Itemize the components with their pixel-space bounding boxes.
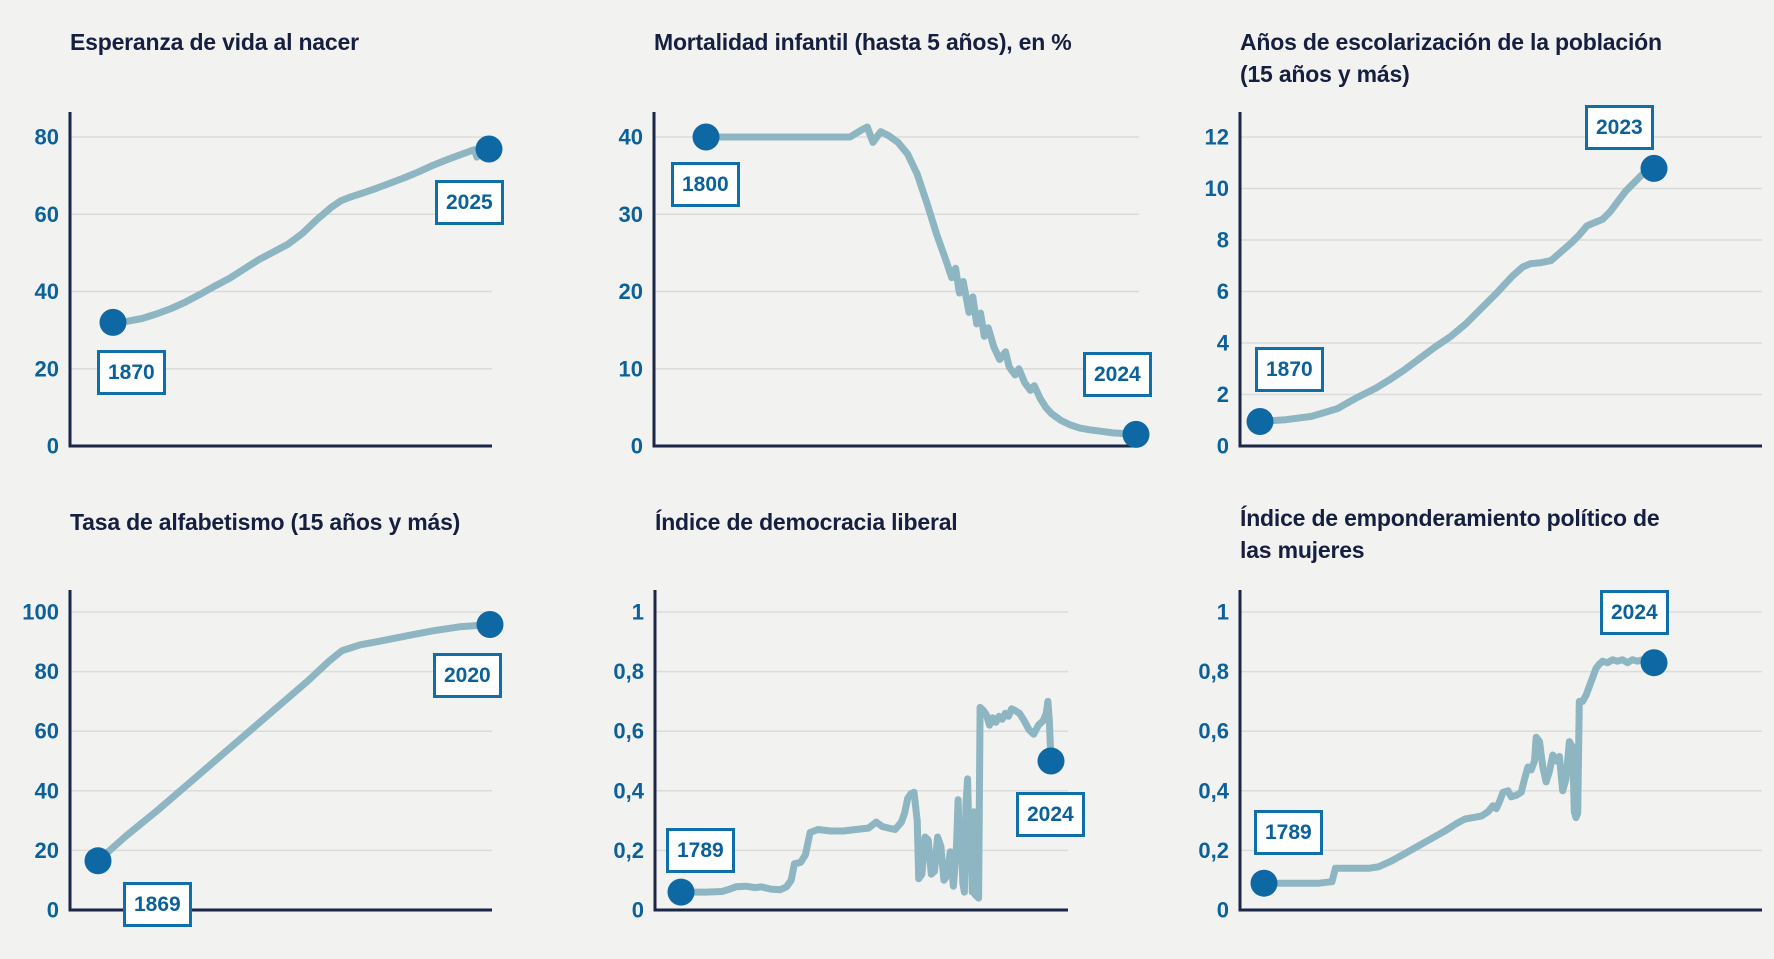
y-tick-label: 60 bbox=[35, 719, 59, 744]
end-dot bbox=[1640, 154, 1668, 182]
y-tick-label: 60 bbox=[35, 202, 59, 227]
chart-title-line2: las mujeres bbox=[1240, 537, 1365, 563]
y-tick-label: 20 bbox=[35, 356, 59, 381]
chart-title-line1: Esperanza de vida al nacer bbox=[70, 29, 359, 55]
chart-title: Mortalidad infantil (hasta 5 años), en % bbox=[654, 26, 1072, 58]
axis-line bbox=[68, 112, 492, 448]
y-tick-label: 12 bbox=[1205, 125, 1229, 150]
data-line bbox=[109, 145, 493, 326]
chart-life-expectancy: 80 60 40 20 0 Esperanza de vida al nacer 187… bbox=[0, 0, 592, 479]
chart-schooling-years: 12 10 8 6 4 2 0 Años de escolarización de la p… bbox=[1182, 0, 1774, 479]
y-tick-label: 0,8 bbox=[613, 659, 644, 684]
start-dot bbox=[667, 878, 695, 906]
y-tick-label: 0 bbox=[47, 434, 59, 459]
y-tick-label: 0 bbox=[1217, 434, 1229, 459]
y-tick-label: 0,4 bbox=[613, 778, 644, 803]
year-label-start: 1800 bbox=[671, 162, 740, 207]
y-tick-label: 0,4 bbox=[1198, 778, 1229, 803]
start-dot bbox=[1246, 408, 1274, 435]
y-tick-label: 30 bbox=[619, 202, 643, 227]
axis-line bbox=[652, 112, 1139, 448]
y-tick-label: 0 bbox=[632, 898, 644, 923]
end-dot bbox=[1122, 420, 1150, 448]
y-tick-label: 20 bbox=[619, 279, 643, 304]
start-dot bbox=[1250, 869, 1278, 897]
y-tick-label: 10 bbox=[1205, 176, 1229, 201]
start-dot bbox=[84, 847, 112, 875]
y-tick-label: 100 bbox=[22, 600, 59, 625]
chart-title: Tasa de alfabetismo (15 años y más) bbox=[70, 506, 460, 538]
plot-svg: 100 80 60 40 20 0 bbox=[22, 590, 504, 923]
year-label-end: 2024 bbox=[1083, 352, 1152, 397]
year-label-end: 2024 bbox=[1016, 792, 1085, 837]
chart-liberal-democracy-index: 1 0,8 0,6 0,4 0,2 0 Índice de democracia libe… bbox=[591, 480, 1183, 959]
year-label-end: 2024 bbox=[1600, 590, 1669, 635]
chart-title: Índice de democracia liberal bbox=[655, 506, 958, 538]
data-line bbox=[1260, 656, 1658, 887]
y-tick-label: 20 bbox=[35, 838, 59, 863]
plot-svg: 1 0,8 0,6 0,4 0,2 0 bbox=[613, 590, 1068, 923]
year-label-end: 2023 bbox=[1585, 105, 1654, 150]
plot-svg: 40 30 20 10 0 bbox=[619, 112, 1150, 459]
y-tick-label: 8 bbox=[1217, 228, 1229, 253]
data-line bbox=[677, 697, 1055, 902]
y-tick-label: 1 bbox=[632, 600, 644, 625]
start-dot bbox=[692, 123, 720, 151]
chart-title-line1: Mortalidad infantil (hasta 5 años), en % bbox=[654, 29, 1072, 55]
start-dot bbox=[99, 308, 127, 336]
data-line bbox=[94, 621, 494, 865]
y-tick-label: 0,8 bbox=[1198, 659, 1229, 684]
chart-title: Años de escolarización de la población (… bbox=[1240, 26, 1662, 90]
end-dot bbox=[476, 611, 504, 638]
data-line bbox=[702, 123, 1140, 438]
chart-title-line1: Tasa de alfabetismo (15 años y más) bbox=[70, 509, 461, 535]
year-label-end: 2020 bbox=[433, 653, 502, 698]
y-tick-label: 80 bbox=[35, 659, 59, 684]
end-dot bbox=[1037, 747, 1065, 775]
y-tick-label: 0 bbox=[1217, 898, 1229, 923]
axis-line bbox=[1238, 590, 1762, 912]
y-tick-label: 0,6 bbox=[613, 719, 644, 744]
year-label-start: 1789 bbox=[666, 828, 735, 873]
year-label-start: 1870 bbox=[1255, 347, 1324, 392]
y-tick-label: 0,2 bbox=[1198, 838, 1229, 863]
chart-title: Esperanza de vida al nacer bbox=[70, 26, 359, 58]
end-dot bbox=[1640, 649, 1668, 677]
plot-svg: 12 10 8 6 4 2 0 bbox=[1205, 112, 1762, 459]
chart-title-line1: Índice de emponderamiento político de bbox=[1240, 505, 1660, 531]
y-tick-label: 0 bbox=[47, 898, 59, 923]
chart-literacy-rate: 100 80 60 40 20 0 Tasa de alfabetismo (15 año… bbox=[0, 480, 592, 959]
y-tick-label: 0,2 bbox=[613, 838, 644, 863]
y-tick-label: 40 bbox=[619, 125, 643, 150]
y-tick-label: 10 bbox=[619, 356, 643, 381]
y-tick-label: 0 bbox=[631, 434, 643, 459]
y-tick-label: 4 bbox=[1217, 331, 1230, 356]
axis-line bbox=[653, 590, 1068, 912]
year-label-start: 1870 bbox=[97, 350, 166, 395]
y-tick-label: 2 bbox=[1217, 382, 1229, 407]
y-tick-label: 6 bbox=[1217, 279, 1229, 304]
plot-svg: 80 60 40 20 0 bbox=[35, 112, 503, 459]
y-tick-label: 80 bbox=[35, 125, 59, 150]
plot-svg: 1 0,8 0,6 0,4 0,2 0 bbox=[1198, 590, 1762, 923]
axis-line bbox=[1238, 112, 1762, 448]
y-tick-label: 40 bbox=[35, 279, 59, 304]
year-label-start: 1869 bbox=[123, 882, 192, 927]
y-tick-label: 40 bbox=[35, 778, 59, 803]
year-label-end: 2025 bbox=[435, 180, 504, 225]
chart-title-line2: (15 años y más) bbox=[1240, 61, 1410, 87]
data-line bbox=[1256, 164, 1658, 425]
axis-line bbox=[68, 590, 492, 912]
chart-child-mortality: 40 30 20 10 0 Mortalidad infantil (hasta 5 a… bbox=[591, 0, 1183, 479]
chart-title-line1: Índice de democracia liberal bbox=[655, 509, 958, 535]
chart-title: Índice de emponderamiento político de la… bbox=[1240, 502, 1660, 566]
y-tick-label: 1 bbox=[1217, 600, 1229, 625]
year-label-start: 1789 bbox=[1254, 810, 1323, 855]
end-dot bbox=[475, 135, 503, 163]
chart-title-line1: Años de escolarización de la población bbox=[1240, 29, 1662, 55]
chart-women-political-empowerment: 1 0,8 0,6 0,4 0,2 0 Índice de emponderamiento… bbox=[1182, 480, 1774, 959]
y-tick-label: 0,6 bbox=[1198, 719, 1229, 744]
